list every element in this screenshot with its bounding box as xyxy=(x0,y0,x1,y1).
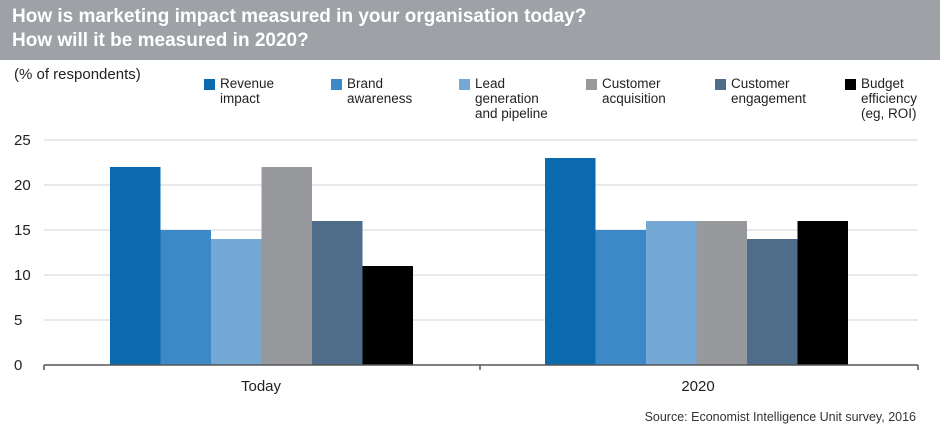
bar xyxy=(211,239,262,365)
legend-swatch xyxy=(586,79,597,90)
y-tick-label: 25 xyxy=(14,132,31,149)
bar xyxy=(545,158,596,365)
bar xyxy=(261,167,312,365)
y-tick-label: 5 xyxy=(14,312,22,329)
y-axis-label: (% of respondents) xyxy=(14,66,141,83)
x-category-label: 2020 xyxy=(681,378,714,395)
y-tick-label: 0 xyxy=(14,357,22,374)
chart-title-line-2: How will it be measured in 2020? xyxy=(12,30,309,51)
y-tick-label: 10 xyxy=(14,267,31,284)
x-category-label: Today xyxy=(241,378,282,395)
legend-label: Lead generation and pipeline xyxy=(475,76,548,121)
legend-swatch xyxy=(845,79,856,90)
bar xyxy=(595,230,646,365)
legend-label: Customer acquisition xyxy=(602,76,666,106)
bar xyxy=(312,221,363,365)
legend-label: Budget efficiency (eg, ROI) xyxy=(861,76,918,121)
legend-swatch xyxy=(715,79,726,90)
legend-swatch xyxy=(331,79,342,90)
bar xyxy=(696,221,747,365)
bar xyxy=(362,266,413,365)
bar xyxy=(747,239,798,365)
source-note: Source: Economist Intelligence Unit surv… xyxy=(644,410,916,424)
bar xyxy=(160,230,211,365)
bar xyxy=(110,167,161,365)
y-tick-label: 20 xyxy=(14,177,31,194)
chart-header: How is marketing impact measured in your… xyxy=(0,0,940,60)
legend-label: Customer engagement xyxy=(731,76,807,106)
bar xyxy=(797,221,848,365)
legend-label: Brand awareness xyxy=(347,76,413,106)
bar xyxy=(646,221,697,365)
y-tick-label: 15 xyxy=(14,222,31,239)
legend-swatch xyxy=(459,79,470,90)
chart-title-line-1: How is marketing impact measured in your… xyxy=(12,6,587,27)
legend-swatch xyxy=(204,79,215,90)
legend-label: Revenue impact xyxy=(220,76,275,106)
